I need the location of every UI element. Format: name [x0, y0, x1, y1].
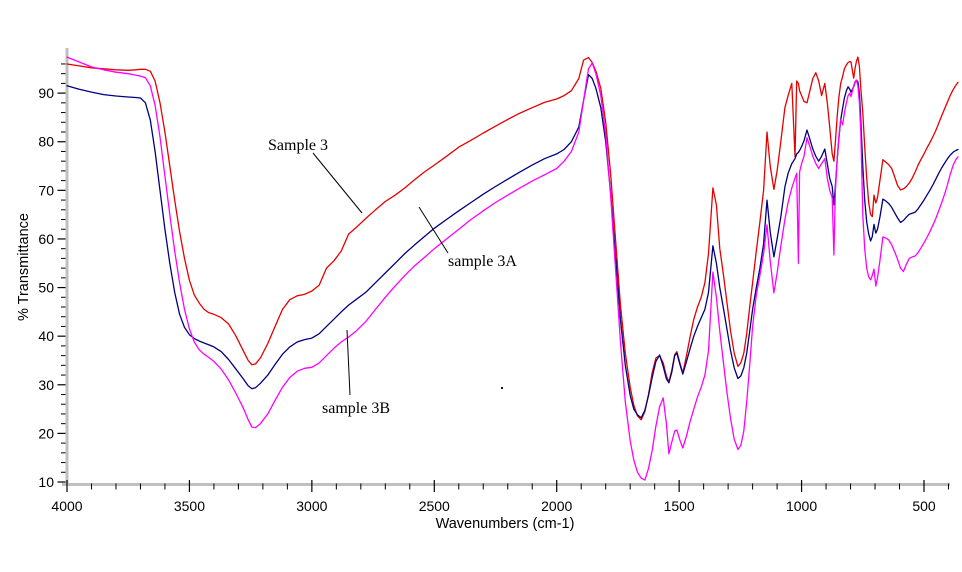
annotation-label: sample 3A: [448, 253, 517, 270]
x-axis-tick-label: 3500: [174, 498, 205, 514]
x-axis-tick-label: 1000: [786, 498, 817, 514]
annotation-label: Sample 3: [268, 137, 328, 154]
y-axis-title: % Transmittance: [16, 213, 32, 321]
x-axis-title: Wavenumbers (cm-1): [436, 516, 575, 532]
y-axis-tick-label: 90: [38, 85, 54, 101]
y-axis-line: [65, 48, 69, 486]
x-axis-tick-label: 4000: [51, 498, 82, 514]
y-axis-tick-label: 50: [38, 280, 54, 296]
x-axis-tick-label: 2000: [541, 498, 572, 514]
x-axis-tick-label: 1500: [664, 498, 695, 514]
y-axis-tick-label: 60: [38, 231, 54, 247]
y-axis-tick-label: 10: [38, 474, 54, 490]
y-axis-tick-label: 70: [38, 182, 54, 198]
annotation-leader-line: [418, 206, 449, 254]
x-axis-tick-label: 500: [912, 498, 936, 514]
curve-sample-3: [66, 56, 959, 421]
artifact-dot: [500, 386, 504, 390]
x-axis-line: [62, 483, 950, 486]
spectra-curves: [66, 56, 959, 481]
y-axis-tick-label: 40: [38, 328, 54, 344]
annotation-label: sample 3B: [322, 400, 390, 417]
y-axis-tick-label: 20: [38, 425, 54, 441]
annotation-leader-line: [346, 329, 351, 396]
y-axis-tick-label: 30: [38, 377, 54, 393]
curve-sample-3a: [66, 73, 959, 419]
annotation-leader-line: [312, 152, 363, 214]
curve-sample-3b: [66, 56, 959, 481]
axes: 10 20 30 40 50 60 70 80 90 4000 3500 3000 2500 2000 15…: [38, 48, 950, 514]
y-axis-tick-label: 80: [38, 134, 54, 150]
curve-annotations: Sample 3 sample 3A sample 3B: [268, 137, 517, 417]
x-axis-tick-label: 2500: [419, 498, 450, 514]
x-axis-tick-label: 3000: [296, 498, 327, 514]
